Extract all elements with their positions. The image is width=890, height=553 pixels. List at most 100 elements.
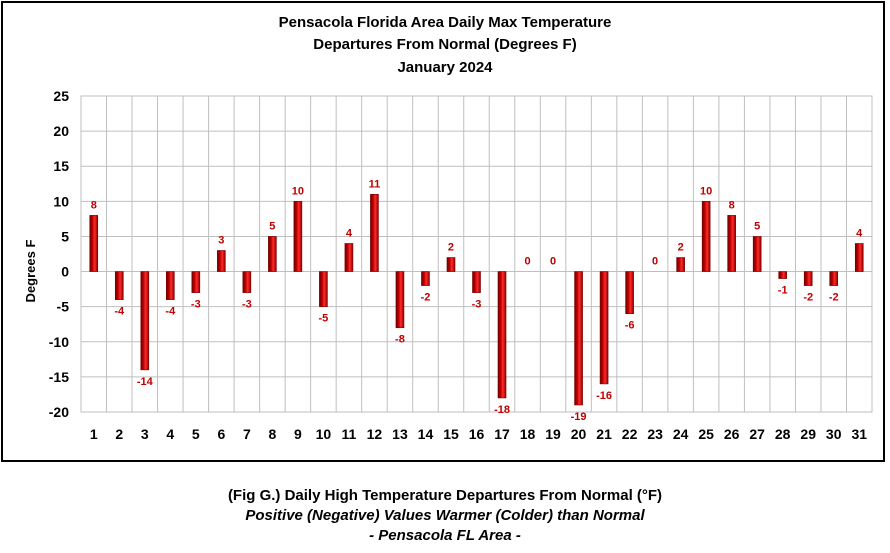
bar	[472, 271, 481, 293]
y-tick-label: -5	[57, 299, 70, 315]
data-label: 2	[448, 242, 454, 254]
bar	[191, 271, 201, 293]
data-label: 8	[91, 199, 97, 211]
y-tick-label: -15	[49, 369, 69, 385]
data-label: -1	[778, 285, 788, 297]
data-label: 2	[678, 242, 684, 254]
data-label: -3	[242, 299, 252, 311]
x-tick-label: 17	[494, 426, 510, 442]
x-tick-label: 27	[749, 426, 765, 442]
bar	[140, 271, 150, 371]
x-tick-label: 31	[851, 426, 867, 442]
bar	[344, 243, 354, 272]
bar	[676, 257, 685, 272]
bar	[701, 201, 711, 272]
x-tick-label: 2	[115, 426, 123, 442]
x-tick-label: 13	[392, 426, 408, 442]
bar	[395, 271, 405, 329]
x-tick-label: 10	[316, 426, 332, 442]
x-tick-label: 26	[724, 426, 740, 442]
data-label: -3	[191, 299, 201, 311]
y-tick-label: 5	[61, 228, 69, 244]
bar	[166, 271, 175, 300]
x-tick-label: 7	[243, 426, 251, 442]
x-tick-label: 21	[596, 426, 612, 442]
chart-frame: Pensacola Florida Area Daily Max Tempera…	[1, 1, 885, 462]
bar	[497, 271, 507, 399]
data-label: -6	[625, 320, 635, 332]
x-tick-label: 30	[826, 426, 842, 442]
data-label: 10	[292, 185, 304, 197]
y-axis-label: Degrees F	[23, 240, 38, 303]
data-label: -4	[165, 306, 176, 318]
x-tick-label: 1	[90, 426, 98, 442]
data-label: 4	[856, 227, 863, 239]
bar	[421, 271, 430, 286]
x-tick-label: 4	[166, 426, 174, 442]
caption-line-3: - Pensacola FL Area -	[369, 527, 521, 544]
x-tick-label: 9	[294, 426, 302, 442]
caption-line-2: Positive (Negative) Values Warmer (Colde…	[245, 507, 645, 524]
data-label: 0	[652, 256, 658, 268]
data-label: -8	[395, 334, 405, 346]
x-tick-label: 18	[520, 426, 536, 442]
bar	[803, 271, 813, 286]
plot-area	[80, 95, 873, 413]
x-tick-label: 14	[418, 426, 434, 442]
data-label: 5	[269, 220, 275, 232]
x-tick-label: 24	[673, 426, 689, 442]
data-label: -2	[803, 292, 813, 304]
bar-chart: Pensacola Florida Area Daily Max Tempera…	[23, 14, 873, 442]
x-tick-label: 29	[800, 426, 816, 442]
bar	[89, 215, 99, 272]
x-tick-label: 5	[192, 426, 200, 442]
data-label: -14	[137, 376, 154, 388]
x-tick-label: 15	[443, 426, 459, 442]
y-tick-label: -20	[49, 404, 69, 420]
data-label: -5	[319, 313, 329, 325]
data-label: -2	[829, 292, 839, 304]
data-label: -16	[596, 390, 612, 402]
bar	[752, 236, 762, 272]
x-tick-label: 12	[367, 426, 383, 442]
data-label: 11	[369, 178, 381, 190]
chart-title-line-2: Departures From Normal (Degrees F)	[313, 36, 576, 53]
x-tick-label: 8	[268, 426, 276, 442]
data-label: 3	[218, 234, 224, 246]
data-label: -18	[494, 404, 510, 416]
y-tick-label: 25	[53, 88, 69, 104]
bar	[319, 271, 328, 307]
y-tick-label: 20	[53, 123, 69, 139]
y-tick-label: 10	[53, 193, 69, 209]
bar	[599, 271, 609, 385]
y-tick-label: 0	[61, 264, 69, 280]
bar	[727, 215, 736, 272]
bar	[268, 236, 277, 272]
data-label: 10	[700, 185, 712, 197]
data-label: -3	[472, 299, 482, 311]
bar	[114, 271, 124, 300]
bar	[293, 201, 303, 272]
data-label: -19	[571, 411, 587, 423]
data-label: 0	[550, 256, 556, 268]
data-label: 5	[754, 220, 760, 232]
chart-title-line-1: Pensacola Florida Area Daily Max Tempera…	[279, 14, 612, 31]
figure-caption: (Fig G.) Daily High Temperature Departur…	[0, 486, 890, 546]
y-tick-label: 15	[53, 158, 69, 174]
x-tick-label: 28	[775, 426, 791, 442]
bar-layer	[89, 194, 864, 406]
bar	[829, 271, 839, 286]
chart-title-line-3: January 2024	[397, 59, 493, 76]
data-label: 0	[524, 256, 530, 268]
bar	[370, 194, 379, 272]
x-tick-label: 20	[571, 426, 587, 442]
bar	[217, 250, 226, 272]
bar	[446, 257, 456, 272]
caption-line-1: (Fig G.) Daily High Temperature Departur…	[227, 487, 663, 504]
x-tick-label: 3	[141, 426, 149, 442]
x-tick-label: 6	[217, 426, 225, 442]
bar	[854, 243, 864, 272]
bar	[778, 271, 787, 279]
